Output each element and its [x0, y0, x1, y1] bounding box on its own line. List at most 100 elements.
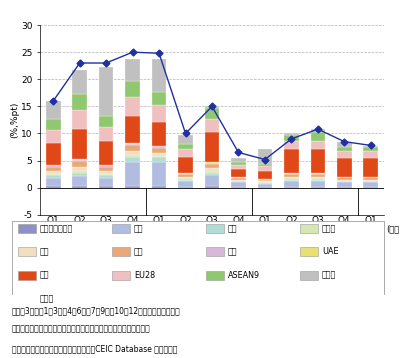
Bar: [72, 166, 87, 171]
Bar: [72, 186, 87, 188]
FancyBboxPatch shape: [112, 271, 130, 280]
Bar: [46, 178, 60, 186]
Bar: [152, 122, 166, 146]
Text: 米国: 米国: [40, 271, 49, 280]
Bar: [310, 149, 325, 173]
Bar: [258, 184, 272, 187]
Bar: [205, 163, 219, 164]
Bar: [231, 180, 246, 181]
Bar: [99, 174, 114, 175]
Bar: [337, 187, 352, 188]
Bar: [178, 181, 193, 187]
Bar: [284, 135, 299, 141]
Text: その他: その他: [322, 271, 336, 280]
Bar: [72, 171, 87, 173]
Bar: [152, 147, 166, 153]
Bar: [125, 116, 140, 143]
Bar: [46, 119, 60, 130]
Bar: [125, 157, 140, 162]
Bar: [99, 175, 114, 178]
Bar: [205, 162, 219, 163]
Bar: [284, 181, 299, 187]
Bar: [46, 101, 60, 119]
Text: インド: インド: [322, 224, 336, 233]
Text: 2018: 2018: [187, 224, 210, 233]
Bar: [337, 178, 352, 180]
Bar: [337, 181, 352, 182]
Bar: [364, 182, 378, 187]
Y-axis label: (%,%pt): (%,%pt): [10, 102, 20, 138]
Bar: [310, 173, 325, 174]
Bar: [178, 144, 193, 149]
Bar: [152, 156, 166, 157]
Bar: [310, 129, 325, 132]
Bar: [125, 162, 140, 186]
Bar: [205, 164, 219, 168]
Bar: [284, 133, 299, 135]
Bar: [364, 181, 378, 182]
Bar: [72, 173, 87, 176]
Bar: [310, 174, 325, 177]
Bar: [364, 158, 378, 176]
Text: 中国: 中国: [134, 224, 144, 233]
Bar: [178, 177, 193, 179]
Bar: [72, 176, 87, 186]
Text: オーストラリア: オーストラリア: [40, 224, 73, 233]
Bar: [99, 141, 114, 165]
FancyBboxPatch shape: [300, 271, 318, 280]
Bar: [337, 151, 352, 158]
Bar: [72, 70, 87, 94]
Text: 香港: 香港: [228, 224, 238, 233]
Bar: [364, 187, 378, 188]
Bar: [364, 178, 378, 180]
Bar: [205, 173, 219, 175]
Bar: [99, 186, 114, 188]
Bar: [205, 119, 219, 132]
Bar: [46, 171, 60, 174]
Bar: [178, 174, 193, 177]
Bar: [99, 116, 114, 127]
Bar: [46, 143, 60, 165]
Bar: [72, 161, 87, 166]
Bar: [178, 135, 193, 144]
Bar: [46, 167, 60, 171]
Bar: [46, 175, 60, 178]
Text: UAE: UAE: [322, 247, 339, 256]
Bar: [46, 165, 60, 167]
Bar: [310, 181, 325, 187]
Text: 資料：ベトナム税関、ベトナム統計庁、CEIC Database から作成。: 資料：ベトナム税関、ベトナム統計庁、CEIC Database から作成。: [12, 345, 177, 354]
Bar: [231, 187, 246, 188]
Bar: [231, 158, 246, 162]
Bar: [231, 182, 246, 187]
Bar: [284, 180, 299, 181]
Bar: [178, 179, 193, 180]
FancyBboxPatch shape: [18, 271, 36, 280]
FancyBboxPatch shape: [206, 247, 224, 256]
Bar: [99, 127, 114, 141]
Bar: [125, 151, 140, 155]
Bar: [72, 110, 87, 129]
Text: 2017: 2017: [82, 224, 104, 233]
Bar: [152, 92, 166, 105]
Text: 2020: 2020: [359, 224, 382, 233]
Bar: [205, 132, 219, 162]
Bar: [284, 177, 299, 179]
Bar: [337, 147, 352, 151]
Bar: [258, 180, 272, 181]
Bar: [125, 81, 140, 97]
Bar: [99, 166, 114, 171]
Bar: [337, 182, 352, 187]
Bar: [125, 59, 140, 81]
FancyBboxPatch shape: [300, 224, 318, 233]
Bar: [284, 141, 299, 149]
Bar: [152, 146, 166, 147]
Bar: [152, 186, 166, 188]
Bar: [205, 168, 219, 171]
Bar: [284, 187, 299, 188]
Bar: [337, 180, 352, 181]
Bar: [337, 158, 352, 176]
Bar: [46, 186, 60, 188]
Bar: [125, 97, 140, 116]
Text: 日本: 日本: [40, 247, 49, 256]
Bar: [258, 166, 272, 171]
